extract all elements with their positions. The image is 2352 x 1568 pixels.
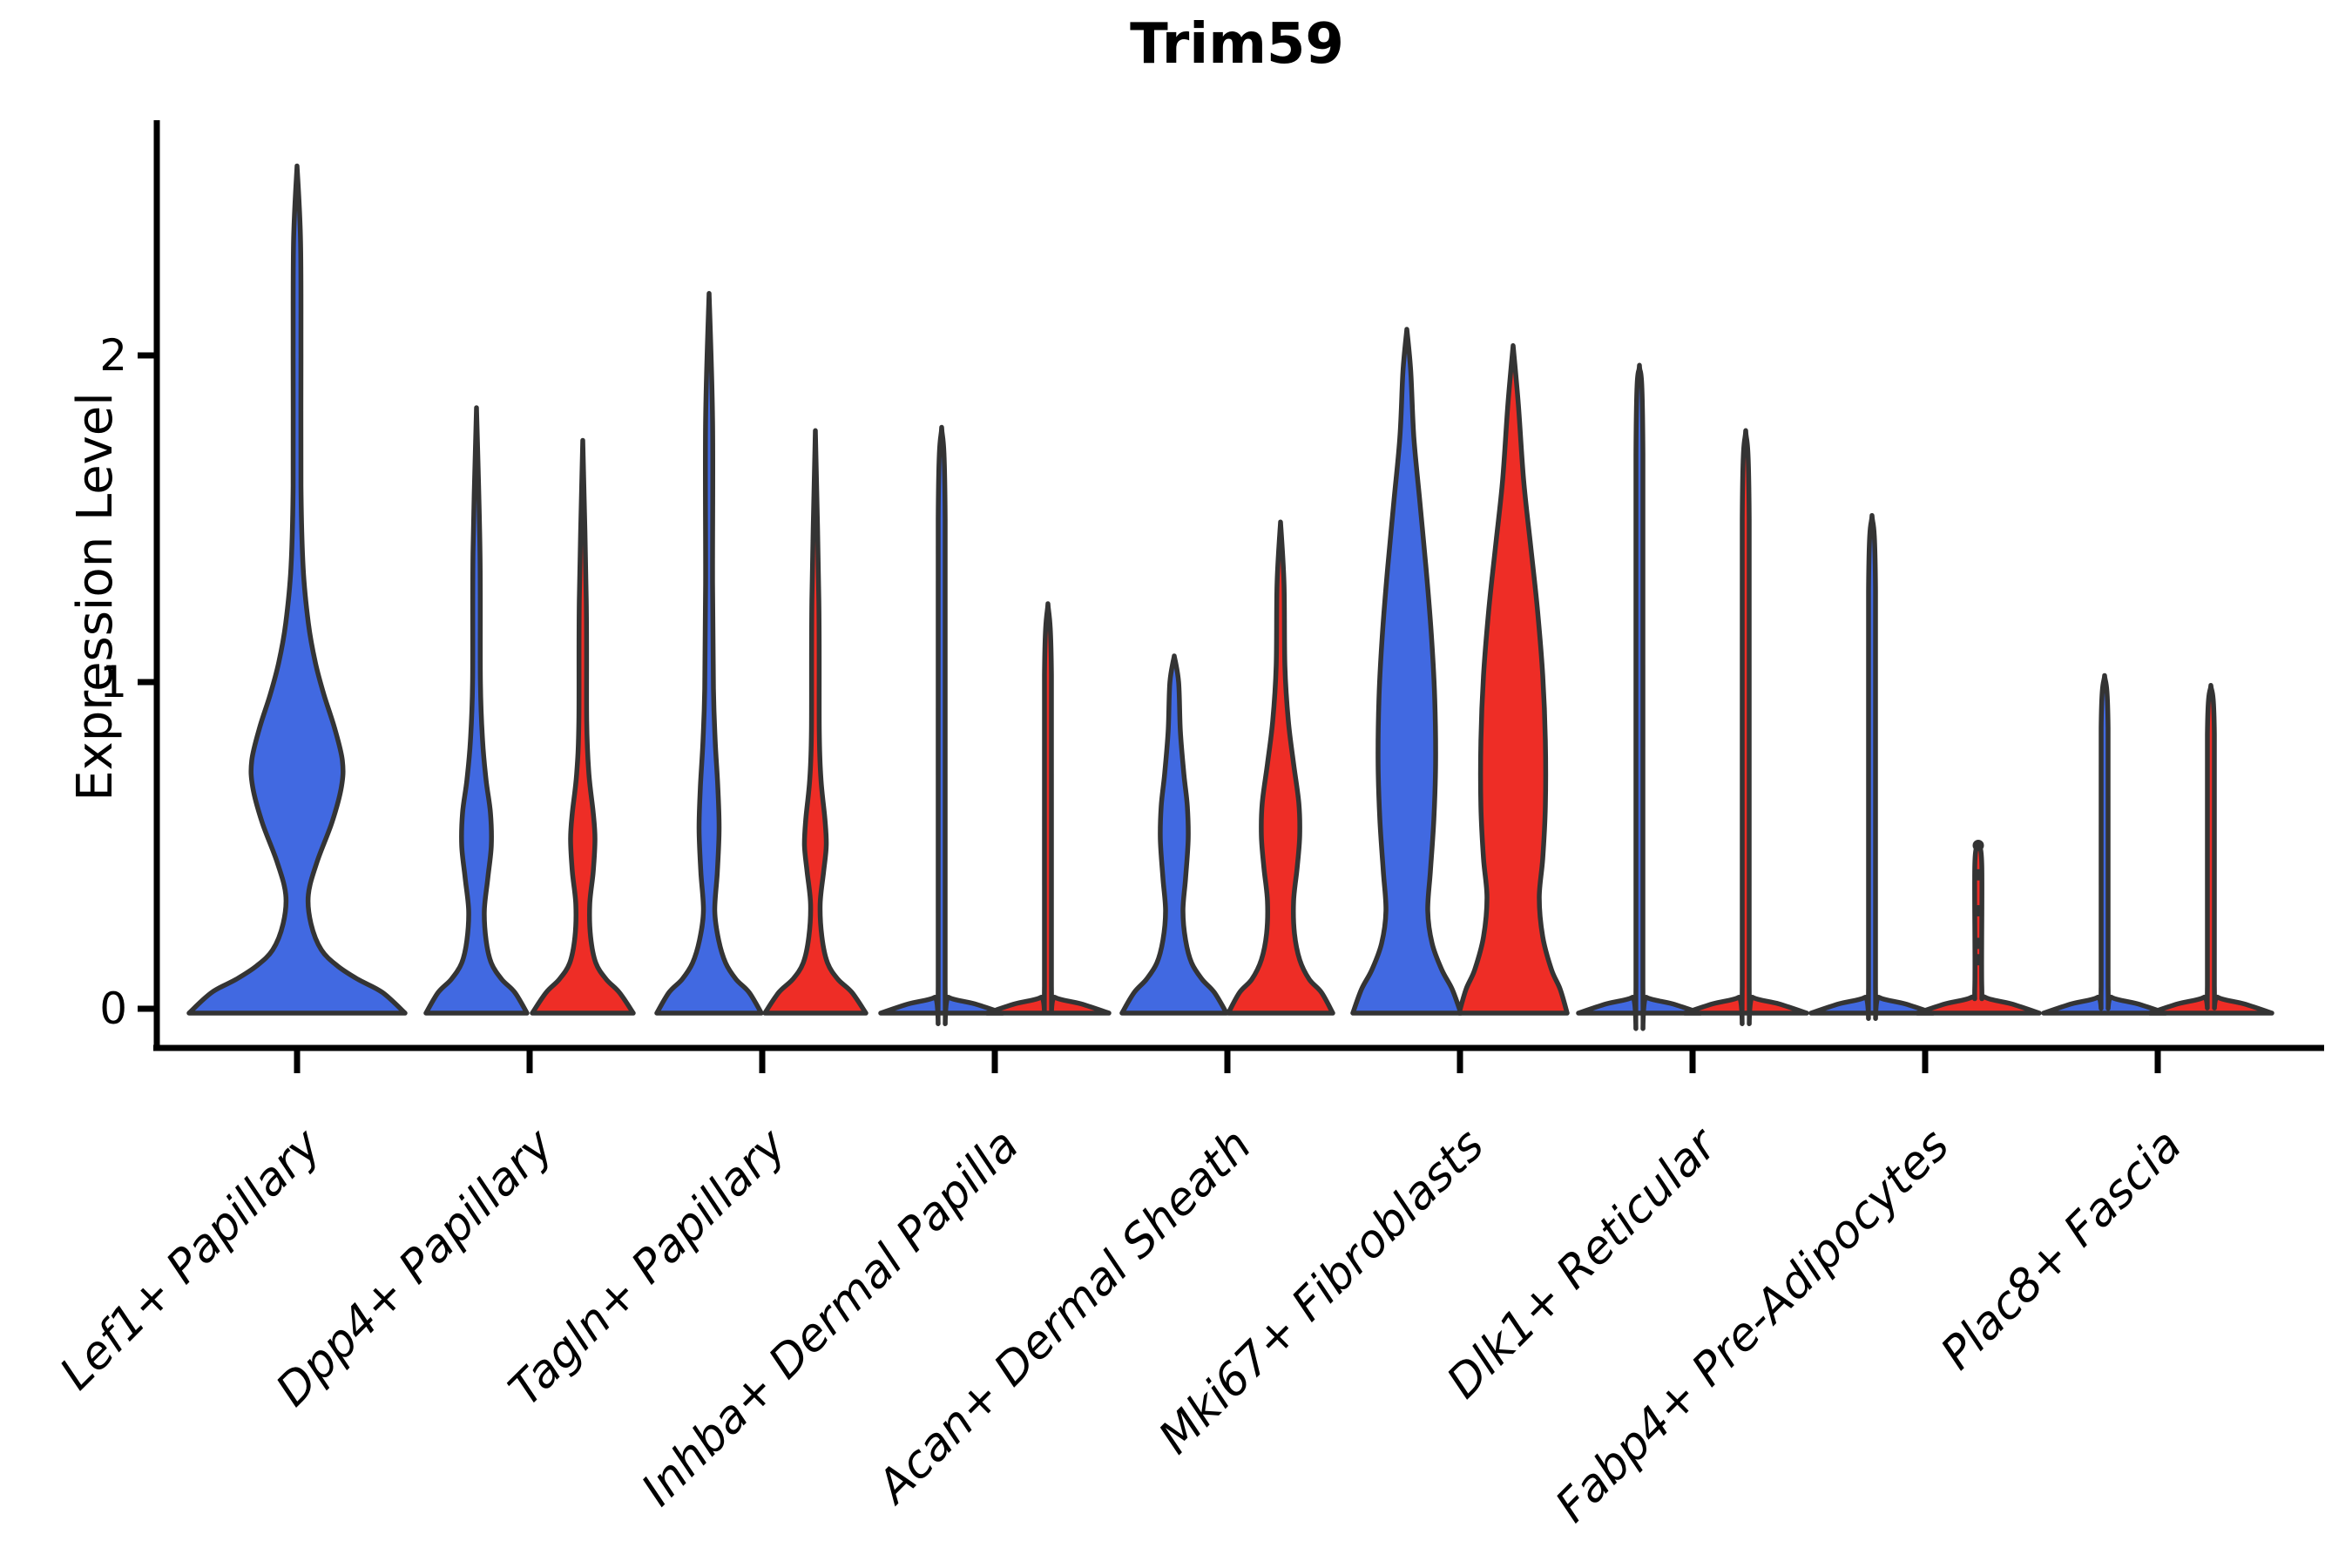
violin-inhba-dermal-papilla-red (984, 601, 1112, 1016)
violin-dlk1-reticular-blue (1576, 362, 1703, 1031)
x-category-label: Inhba+ Dermal Papilla (632, 1119, 1029, 1517)
violin-mki67-fibroblasts-red (1456, 343, 1570, 1016)
x-category-label: Plac8+ Fascia (1931, 1119, 2192, 1380)
violin-acan-dermal-sheath-blue (1119, 653, 1229, 1016)
y-tick-label: 1 (99, 657, 127, 707)
cell-point (1972, 840, 1984, 851)
y-tick-label: 2 (99, 330, 127, 381)
violin-inhba-dermal-papilla-blue (878, 424, 1005, 1027)
jitter-points-layer (1972, 840, 1984, 966)
y-tick-label: 0 (99, 983, 127, 1034)
cell-point (1972, 937, 1984, 950)
violin-dlk1-reticular-red (1682, 428, 1809, 1027)
violin-plac8-fascia-red (2147, 683, 2274, 1016)
violin-fabp4-pre-adipocytes-blue (1808, 513, 1936, 1021)
violin-dpp4-papillary-blue (423, 405, 530, 1016)
violin-acan-dermal-sheath-red (1226, 519, 1335, 1016)
violin-tagln-papillary-red (762, 428, 868, 1016)
violin-plac8-fascia-blue (2041, 672, 2168, 1016)
cell-point (1972, 868, 1984, 881)
x-category-label: Fabp4+ Pre-Adipocytes (1546, 1119, 1960, 1533)
chart-title: Trim59 (1130, 12, 1344, 77)
y-axis-label: Expression Level (67, 392, 124, 801)
x-category-label: Acan+ Dermal Sheath (866, 1119, 1261, 1515)
violin-dpp4-papillary-red (530, 437, 636, 1016)
cell-point (1972, 954, 1984, 966)
violins-layer (186, 163, 2274, 1031)
cell-point (1972, 905, 1984, 916)
violin-tagln-papillary-blue (654, 291, 764, 1016)
violin-mki67-fibroblasts-blue (1350, 327, 1463, 1016)
violin-lef1-papillary-blue (186, 163, 408, 1016)
